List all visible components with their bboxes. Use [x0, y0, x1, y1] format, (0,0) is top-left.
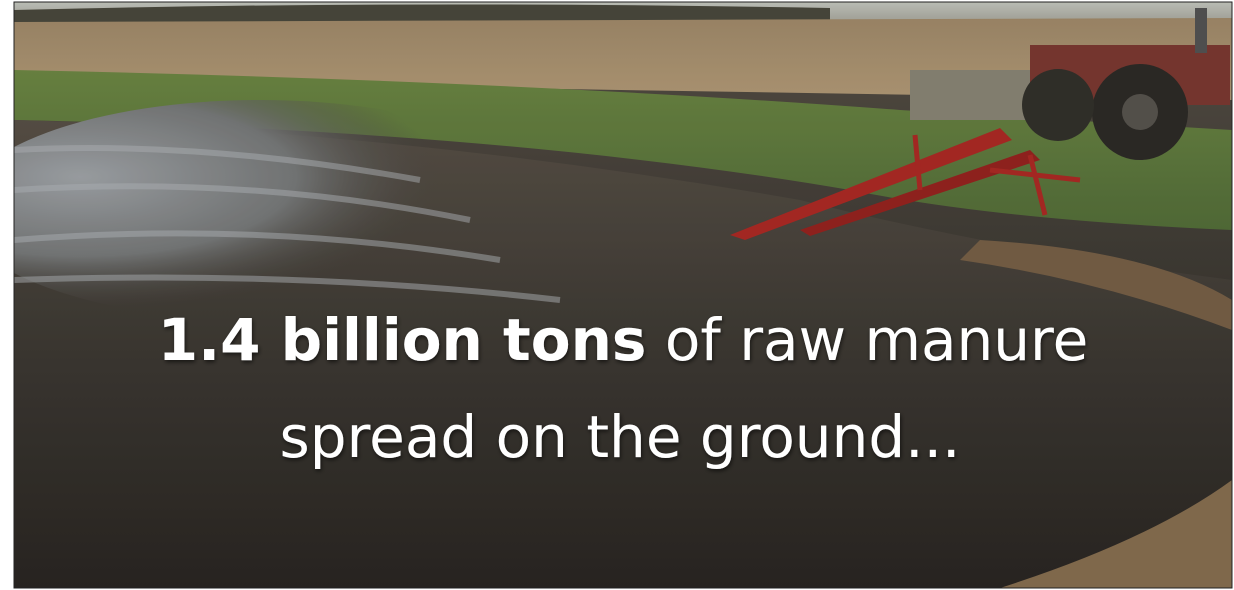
caption-bold: 1.4 billion tons: [158, 306, 647, 374]
caption-line-1: 1.4 billion tons of raw manure: [158, 306, 1089, 374]
caption-line-2: spread on the ground...: [280, 403, 961, 471]
tractor: [730, 8, 1230, 240]
caption-rest: of raw manure: [665, 306, 1088, 374]
